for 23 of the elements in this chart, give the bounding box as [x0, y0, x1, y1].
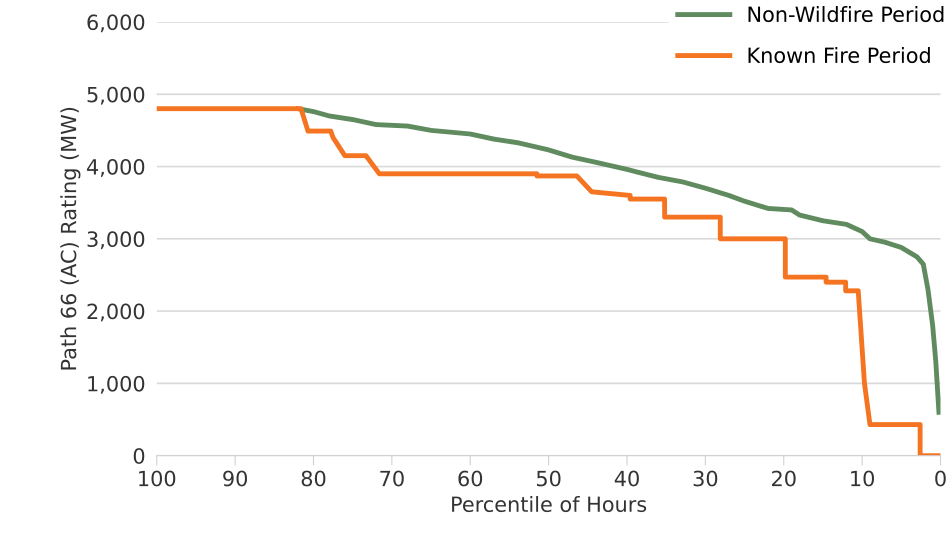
x-tick-label: 10	[851, 470, 874, 486]
y-tick-label: 2,000	[88, 304, 144, 322]
y-tick-label: 4,000	[87, 158, 144, 177]
x-tick-label: 90	[223, 470, 247, 486]
y-tick-label: 1,000	[88, 376, 144, 394]
x-tick-label: 100	[139, 470, 176, 486]
x-tick-label: 40	[614, 470, 639, 486]
x-tick-label: 80	[302, 470, 326, 486]
x-tick-label: 60	[458, 470, 482, 486]
y-tick-label: 0	[134, 448, 144, 464]
y-tick-label: 6,000	[87, 14, 144, 32]
legend-label: Known Fire Period	[748, 47, 930, 64]
legend-label: Non-Wildfire Period	[748, 6, 944, 22]
x-tick-label: 70	[380, 470, 404, 486]
x-tick-label: 20	[772, 470, 796, 486]
x-tick-label: 0	[935, 470, 946, 486]
y-tick-label: 3,000	[88, 231, 144, 250]
line-series	[295, 106, 940, 415]
y-tick-label: 5,000	[88, 86, 144, 105]
x-tick-label: 30	[694, 470, 718, 486]
y-axis-title: Path 66 (AC) Rating (MW)	[60, 108, 80, 370]
x-tick-label: 50	[536, 470, 560, 486]
x-axis-title: Percentile of Hours	[452, 496, 646, 512]
